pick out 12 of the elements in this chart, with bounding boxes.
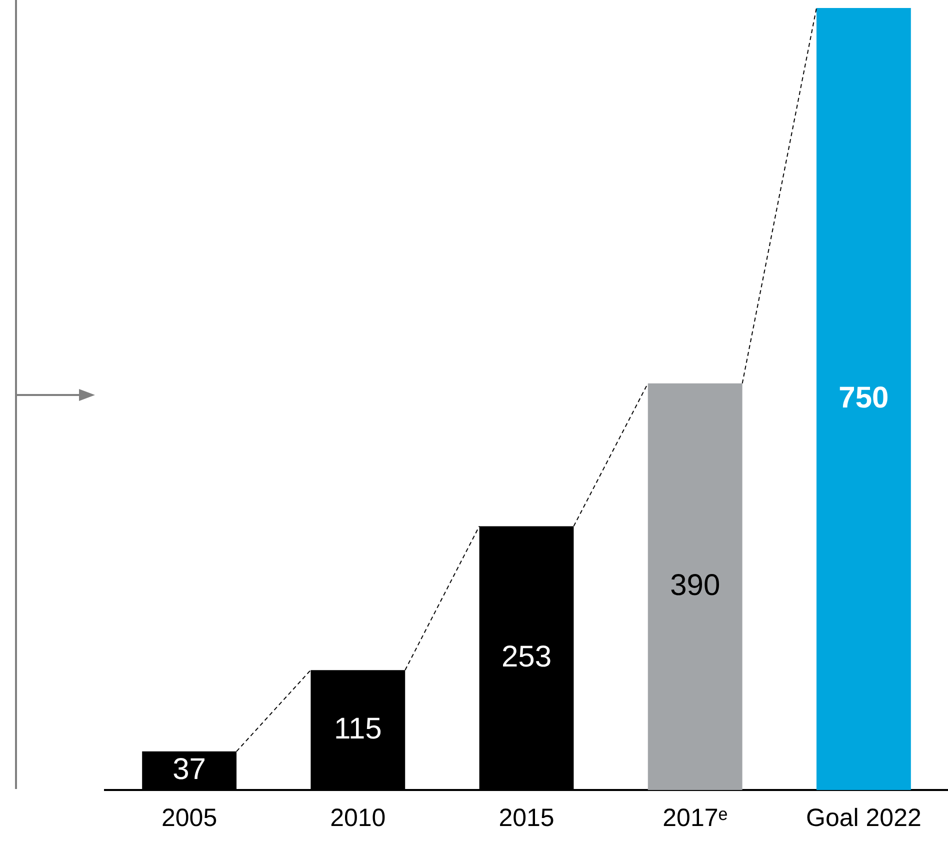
x-tick-label: 2015 (498, 804, 554, 832)
data-label: 390 (670, 568, 720, 602)
data-label: 115 (334, 712, 382, 746)
bar (816, 8, 911, 790)
x-tick-label: Goal 2022 (806, 804, 922, 832)
x-tick-label: 2010 (330, 804, 386, 832)
data-label: 253 (501, 640, 552, 674)
x-tick-label: 2005 (161, 804, 218, 832)
data-label: 750 (838, 381, 889, 414)
x-tick-label: 2017ᵉ (662, 804, 728, 832)
bar (648, 383, 742, 790)
data-label: 37 (172, 752, 206, 786)
